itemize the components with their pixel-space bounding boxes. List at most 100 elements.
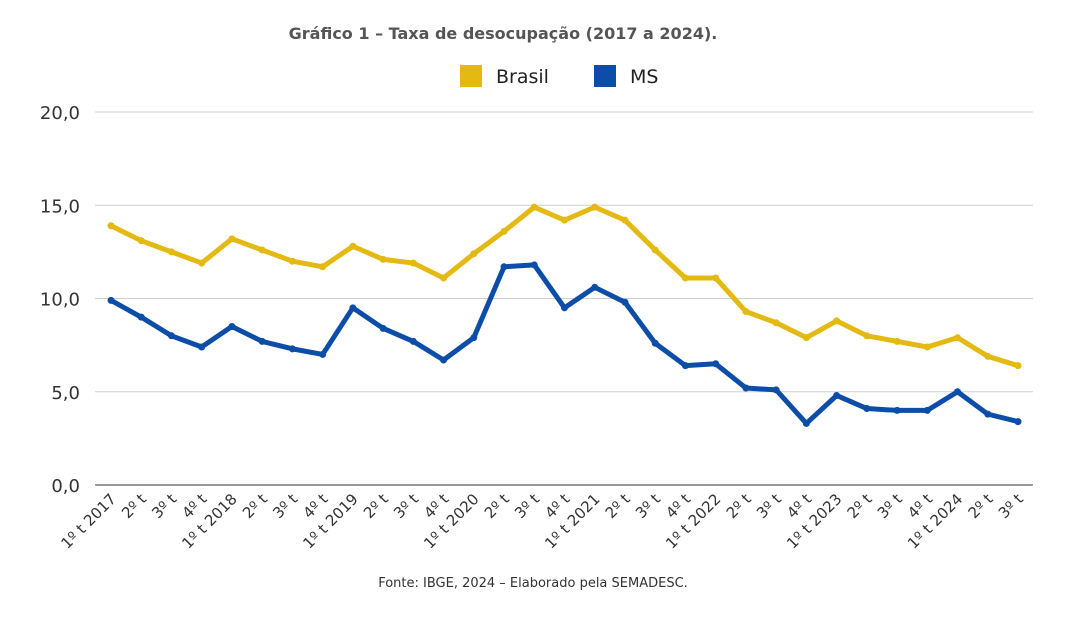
x-tick-label: 3º t [390, 490, 422, 522]
data-point [440, 356, 448, 364]
data-point [984, 352, 992, 360]
x-tick-label: 3º t [269, 490, 301, 522]
x-tick-label: 2º t [118, 490, 150, 522]
y-tick-label: 5,0 [51, 383, 80, 404]
x-tick-label: 3º t [874, 490, 906, 522]
data-point [833, 391, 841, 399]
data-point [863, 405, 871, 413]
data-point [1014, 362, 1022, 370]
data-point [228, 235, 236, 243]
data-point [198, 343, 206, 351]
x-tick-label: 2º t [360, 490, 392, 522]
y-tick-label: 10,0 [40, 290, 80, 311]
data-point [530, 203, 538, 211]
data-point [409, 259, 417, 267]
data-point [349, 304, 357, 312]
data-point [893, 337, 901, 345]
data-point [137, 237, 145, 245]
data-point [470, 334, 478, 342]
data-point [954, 388, 962, 396]
x-tick-label: 3º t [753, 490, 785, 522]
data-point [742, 308, 750, 316]
legend-swatch [460, 65, 482, 87]
y-axis: 0,0 5,0 10,0 15,0 20,0 [40, 103, 80, 497]
data-point [561, 216, 568, 224]
y-tick-label: 0,0 [51, 476, 80, 497]
legend-label: Brasil [496, 66, 549, 88]
data-point [923, 343, 931, 351]
data-point [1014, 418, 1022, 426]
series-ms [107, 261, 1022, 427]
x-tick-label: 3º t [995, 490, 1027, 522]
x-tick-label: 2º t [481, 490, 513, 522]
data-point [591, 283, 599, 291]
x-tick-label: 3º t [511, 490, 543, 522]
series-group [107, 203, 1022, 427]
data-point [742, 384, 750, 392]
data-point [681, 362, 689, 370]
x-tick-label: 3º t [148, 490, 180, 522]
data-point [319, 263, 327, 271]
grid [95, 111, 1033, 486]
data-point [258, 337, 266, 345]
data-point [198, 259, 206, 267]
data-point [621, 298, 629, 306]
data-point [288, 257, 296, 265]
legend-item: MS [594, 65, 658, 88]
data-point [167, 332, 175, 340]
x-tick-label: 2º t [723, 490, 755, 522]
chart-title: Gráfico 1 – Taxa de desocupação (2017 a … [289, 24, 718, 43]
legend-label: MS [630, 66, 658, 88]
x-tick-label: 3º t [632, 490, 664, 522]
data-point [319, 350, 327, 358]
data-point [440, 274, 448, 282]
data-point [833, 317, 841, 325]
legend: Brasil MS [460, 65, 658, 88]
data-point [802, 334, 810, 342]
data-point [107, 222, 115, 230]
source-note: Fonte: IBGE, 2024 – Elaborado pela SEMAD… [378, 576, 688, 591]
legend-item: Brasil [460, 65, 549, 88]
data-point [349, 242, 357, 250]
data-point [651, 246, 659, 254]
data-point [228, 322, 236, 330]
data-point [409, 337, 417, 345]
data-point [258, 246, 266, 254]
data-point [530, 261, 538, 269]
data-point [923, 406, 931, 414]
data-point [621, 216, 629, 224]
data-point [379, 255, 387, 263]
legend-swatch [594, 65, 616, 87]
data-point [500, 263, 508, 271]
data-point [712, 274, 720, 282]
data-point [772, 319, 780, 327]
x-tick-label: 2º t [239, 490, 271, 522]
y-tick-label: 20,0 [40, 103, 80, 124]
x-tick-label: 1º t 2017 [57, 490, 119, 552]
series-brasil [107, 203, 1022, 370]
y-tick-label: 15,0 [40, 196, 80, 217]
x-tick-label: 2º t [844, 490, 876, 522]
data-point [651, 339, 659, 347]
data-point [772, 386, 780, 394]
data-point [561, 304, 568, 312]
data-point [288, 345, 296, 353]
data-point [863, 332, 871, 340]
data-point [470, 250, 478, 258]
series-line [108, 262, 1021, 426]
data-point [802, 419, 810, 427]
data-point [591, 203, 599, 211]
data-point [893, 406, 901, 414]
data-point [107, 296, 115, 304]
series-line [108, 204, 1021, 369]
data-point [500, 227, 508, 235]
data-point [137, 313, 145, 321]
data-point [167, 248, 175, 256]
data-point [984, 410, 992, 418]
data-point [712, 360, 720, 368]
data-point [681, 274, 689, 282]
data-point [954, 334, 962, 342]
x-tick-label: 2º t [602, 490, 634, 522]
